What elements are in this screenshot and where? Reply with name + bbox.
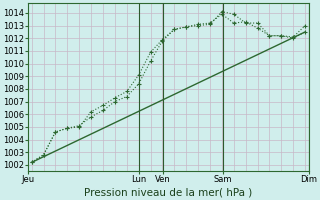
X-axis label: Pression niveau de la mer( hPa ): Pression niveau de la mer( hPa ) <box>84 187 252 197</box>
